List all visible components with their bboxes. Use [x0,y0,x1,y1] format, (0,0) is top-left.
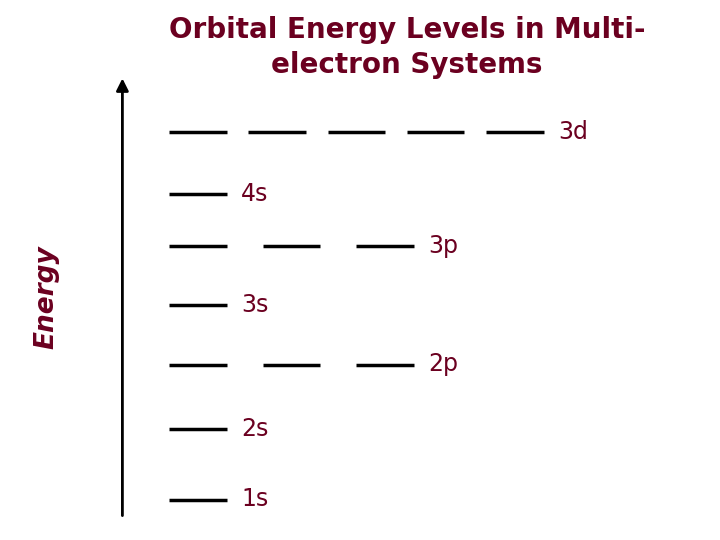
Text: 1s: 1s [241,488,269,511]
Text: Orbital Energy Levels in Multi-
electron Systems: Orbital Energy Levels in Multi- electron… [168,16,645,79]
Text: 2p: 2p [428,353,459,376]
Text: Energy: Energy [34,245,60,349]
Text: 2s: 2s [241,417,269,441]
Text: 3s: 3s [241,293,269,317]
Text: 3p: 3p [428,234,459,258]
Text: 3d: 3d [558,120,588,144]
Text: 4s: 4s [241,183,269,206]
